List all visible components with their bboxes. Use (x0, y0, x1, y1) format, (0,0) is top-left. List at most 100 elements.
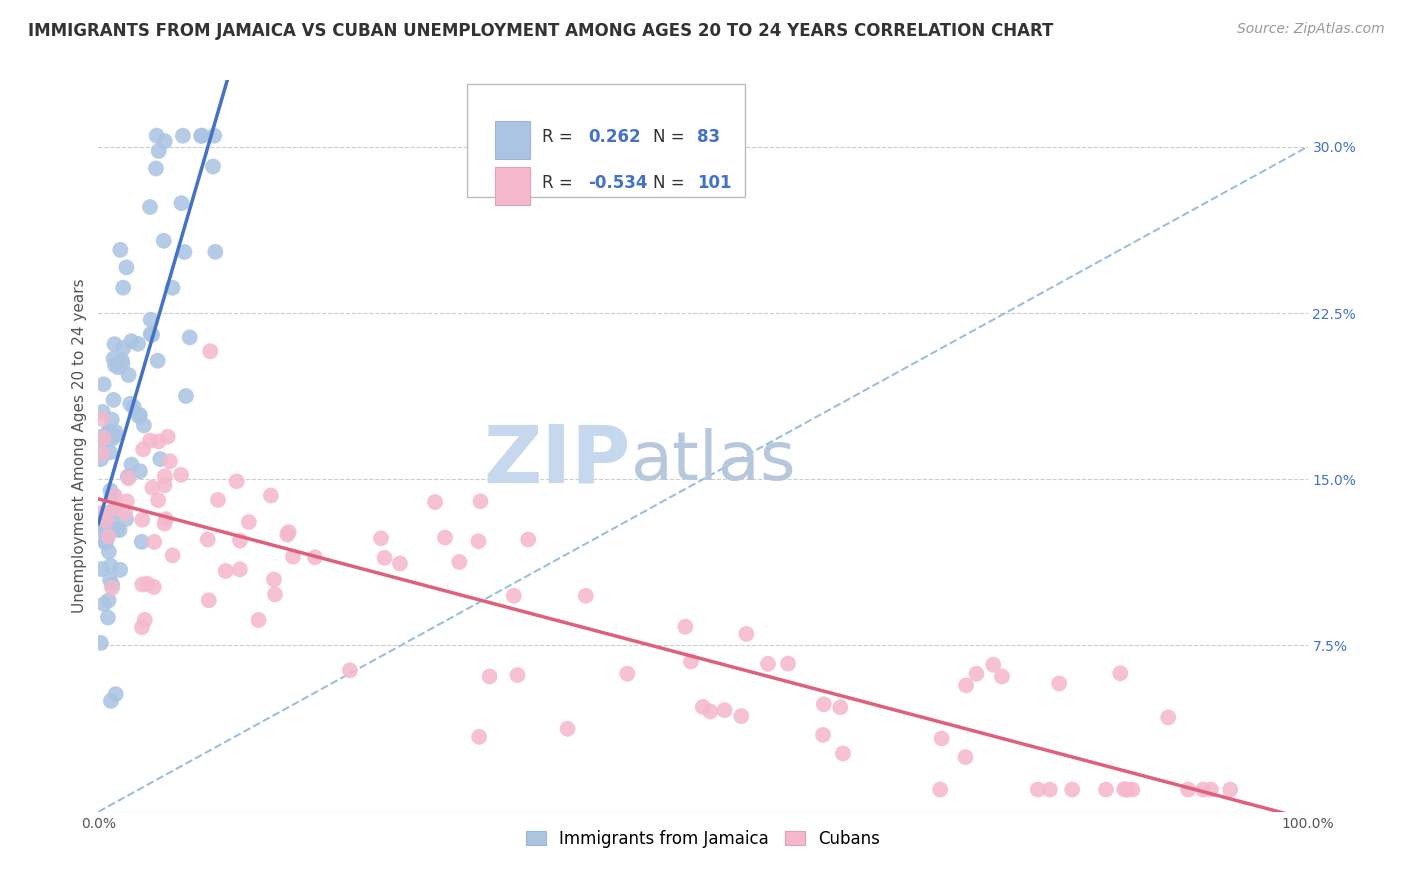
Point (931, 731, 953, 746)
Point (152, 234, 174, 248)
Point (97, 610, 120, 624)
Point (93, 377, 115, 392)
Point (110, 243, 132, 257)
Point (100, 513, 122, 527)
Point (100, 489, 122, 503)
Point (197, 533, 219, 547)
Point (202, 128, 225, 143)
Point (142, 580, 165, 594)
Point (159, 454, 181, 468)
Point (197, 593, 219, 607)
Point (778, 657, 800, 671)
Point (247, 613, 270, 627)
Point (111, 357, 134, 371)
Y-axis label: Unemployment Among Ages 20 to 24 years: Unemployment Among Ages 20 to 24 years (72, 278, 87, 614)
Point (202, 160, 225, 174)
Point (616, 666, 638, 681)
Point (111, 353, 134, 368)
Point (112, 341, 135, 355)
Point (93, 431, 115, 445)
Point (981, 657, 1004, 672)
Point (122, 401, 145, 415)
Point (103, 392, 125, 407)
Point (1047, 676, 1070, 690)
Point (172, 128, 194, 143)
Point (98, 445, 121, 459)
Point (117, 471, 139, 485)
Point (170, 196, 193, 211)
Text: R =: R = (543, 174, 578, 192)
Point (470, 494, 492, 508)
Point (90, 452, 112, 467)
Point (179, 330, 201, 344)
Point (1219, 782, 1241, 797)
Point (121, 458, 143, 472)
Point (713, 703, 735, 717)
Point (131, 534, 153, 549)
Point (128, 409, 150, 424)
Point (153, 134, 176, 148)
Point (813, 698, 835, 712)
Point (93, 524, 115, 538)
Point (101, 413, 124, 427)
Point (105, 522, 128, 536)
FancyBboxPatch shape (467, 84, 745, 197)
FancyBboxPatch shape (495, 121, 530, 160)
Point (1177, 782, 1199, 797)
Point (146, 353, 169, 368)
Point (1039, 782, 1062, 797)
Point (98, 573, 121, 587)
Text: 83: 83 (697, 128, 720, 145)
Point (191, 128, 214, 143)
Point (1114, 782, 1136, 797)
Point (103, 428, 125, 442)
Point (162, 549, 184, 563)
Text: Source: ZipAtlas.com: Source: ZipAtlas.com (1237, 22, 1385, 37)
Text: atlas: atlas (630, 427, 796, 493)
Point (90, 430, 112, 444)
Point (699, 705, 721, 719)
Point (575, 589, 598, 603)
Point (1109, 666, 1132, 681)
Point (117, 469, 139, 483)
FancyBboxPatch shape (495, 168, 530, 205)
Point (132, 442, 155, 457)
Point (204, 244, 226, 259)
Point (101, 503, 124, 517)
Point (143, 535, 166, 549)
Point (1199, 782, 1222, 797)
Point (991, 669, 1014, 683)
Point (277, 525, 299, 540)
Point (145, 161, 167, 176)
Point (96, 530, 118, 544)
Point (114, 506, 136, 520)
Point (832, 747, 855, 761)
Point (131, 620, 153, 634)
Point (929, 782, 952, 797)
Point (260, 488, 283, 502)
Point (170, 467, 193, 482)
Point (131, 577, 153, 591)
Point (127, 336, 149, 351)
Point (1026, 782, 1049, 797)
Point (148, 493, 170, 508)
Point (101, 581, 124, 595)
Point (108, 523, 131, 537)
Text: -0.534: -0.534 (588, 174, 648, 192)
Point (1157, 710, 1180, 724)
Point (173, 244, 195, 259)
Point (101, 431, 124, 445)
Point (229, 533, 252, 548)
Point (811, 728, 834, 742)
Point (276, 527, 298, 541)
Point (148, 144, 170, 158)
Point (388, 557, 411, 571)
Point (174, 389, 197, 403)
Point (90, 636, 112, 650)
Point (433, 531, 456, 545)
Point (94, 520, 117, 534)
Point (91, 446, 114, 460)
Point (517, 533, 540, 547)
Point (735, 627, 758, 641)
Point (153, 469, 176, 483)
